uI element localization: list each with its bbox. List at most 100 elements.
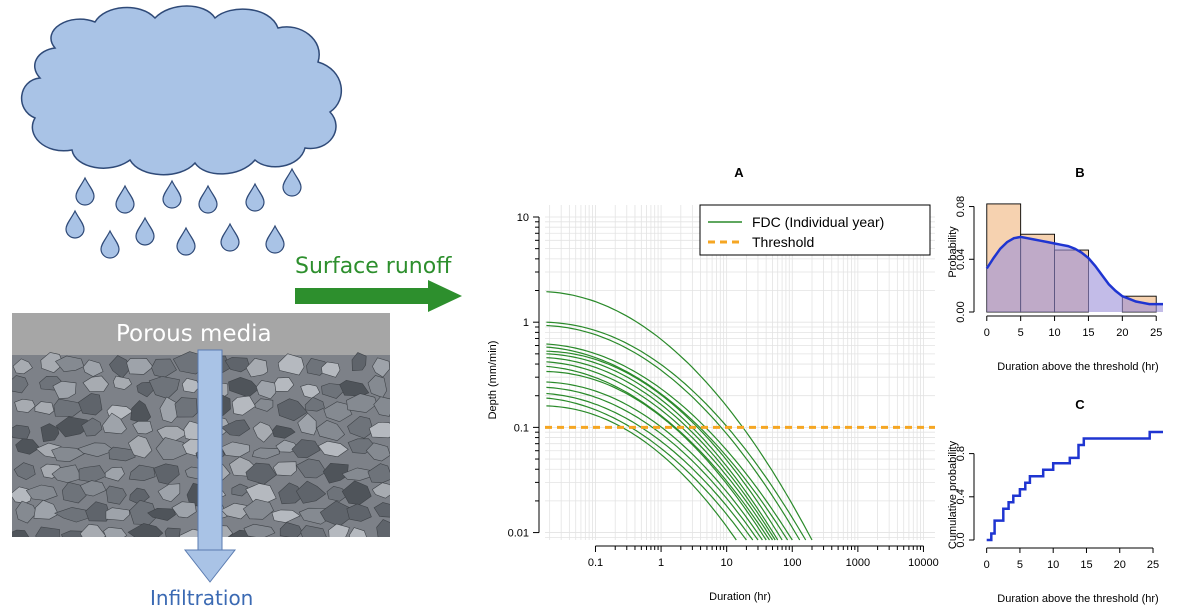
y-tick-label: 0.04: [955, 249, 967, 270]
x-tick-label: 0: [984, 559, 990, 571]
chart-c-title: C: [1075, 397, 1085, 412]
gravel-stone: [245, 357, 269, 378]
fdc-line: [546, 343, 793, 541]
fdc-line: [546, 386, 759, 541]
gravel-stone: [326, 485, 349, 502]
y-tick-label: 0.8: [955, 446, 967, 461]
gravel-stone: [231, 483, 249, 497]
surface-runoff-arrow-icon: [295, 280, 462, 312]
raindrop-icon: [75, 176, 95, 206]
gravel-stone: [51, 446, 86, 463]
legend: FDC (Individual year) Threshold: [699, 204, 931, 256]
x-tick-label: 15: [1080, 559, 1092, 571]
gravel-stone: [112, 375, 132, 390]
gravel-stone: [33, 499, 59, 520]
gravel-stone: [102, 412, 127, 435]
cloud-icon: [20, 5, 343, 176]
raindrop-icon: [135, 216, 155, 246]
y-tick-label: 0.08: [955, 196, 967, 217]
gravel-stone: [174, 397, 198, 418]
y-tick-label: 0.1: [514, 422, 529, 434]
gravel-stone: [271, 509, 301, 523]
gravel-stone: [128, 464, 156, 482]
gravel-stone: [271, 425, 296, 439]
gravel-stone: [79, 480, 107, 497]
y-tick-label: 10: [517, 212, 529, 224]
gravel-stone: [61, 481, 87, 504]
gravel-stone: [12, 358, 33, 375]
x-tick-label: 10: [1048, 327, 1060, 339]
gravel-stone: [15, 438, 41, 455]
gravel-stone: [322, 462, 349, 484]
fdc-line: [546, 392, 754, 541]
chart-c: 0 5 10 15 20 25 0.0 0.4 0.8 C Duration above the t…: [947, 397, 1163, 605]
x-tick-label: 100: [783, 557, 801, 569]
gravel-stone: [14, 398, 36, 413]
gravel-image: [0, 351, 470, 557]
gravel-stone: [155, 437, 189, 461]
x-tick-label: 15: [1082, 327, 1094, 339]
density-area: [986, 236, 1163, 312]
gravel-stone: [277, 398, 308, 422]
fdc-line: [546, 370, 767, 541]
gravel-stone: [25, 484, 58, 501]
gravel-stone: [81, 417, 103, 437]
infiltration-arrow-icon: [183, 349, 237, 583]
fdc-line: [546, 324, 801, 541]
gravel-stone: [104, 466, 125, 482]
gravel-stone: [181, 377, 200, 394]
gravel-stone: [128, 435, 153, 459]
gravel-stone: [372, 357, 390, 378]
x-tick-label: 5: [1017, 559, 1023, 571]
raindrop-icon: [220, 222, 240, 252]
gravel-stone: [317, 440, 349, 458]
porous-media-label: Porous media: [116, 321, 272, 347]
gravel-stone: [82, 359, 104, 377]
chart-b: 0 5 10 15 20 25 0.00 0.04 0.08 B Duration above th…: [947, 165, 1163, 373]
gravel-stone: [351, 352, 367, 372]
gravel-stone: [55, 355, 85, 373]
legend-box: [699, 204, 931, 256]
gravel-stone: [52, 380, 77, 399]
x-tick-label: 10: [1047, 559, 1059, 571]
gravel-stone: [321, 361, 341, 378]
gravel-stone: [132, 420, 153, 435]
gravel-stone: [278, 482, 304, 505]
gravel-stone: [78, 393, 103, 416]
gravel-stone: [171, 501, 197, 519]
fdc-line: [546, 321, 807, 541]
infiltration-label: Infiltration: [150, 586, 254, 610]
y-axis-label: Depth (mm/min): [487, 341, 499, 420]
raindrop-icon: [100, 229, 120, 259]
gravel-stone: [252, 421, 274, 443]
x-axis-label: Duration above the threshold (hr): [997, 361, 1158, 373]
x-axis-label: Duration (hr): [709, 591, 771, 603]
x-tick-label: 10: [721, 557, 733, 569]
gravel-stone: [105, 507, 130, 521]
gravel-stone: [274, 377, 295, 392]
x-tick-label: 1000: [846, 557, 870, 569]
raindrop-icon: [65, 209, 85, 239]
fdc-line: [546, 291, 813, 541]
raindrop-icon: [245, 182, 265, 212]
fdc-line: [546, 405, 737, 541]
fdc-line: [546, 361, 773, 541]
y-tick-label: 1: [523, 317, 529, 329]
x-tick-label: 20: [1114, 559, 1126, 571]
gravel-stone: [295, 458, 327, 479]
gravel-stone: [242, 498, 274, 520]
gravel-stone: [272, 461, 297, 477]
x-tick-label: 20: [1116, 327, 1128, 339]
fdc-line: [546, 350, 783, 541]
gravel-stone: [316, 420, 346, 442]
raindrop-icon: [176, 226, 196, 256]
raindrop-icon: [115, 184, 135, 214]
gravel-stone: [231, 395, 256, 416]
x-tick-label: 10000: [908, 557, 939, 569]
runoff-illustration: [0, 5, 470, 583]
gravel-stone: [365, 442, 391, 462]
gravel-stone: [304, 396, 325, 412]
gravel-stone: [51, 464, 83, 484]
raindrop-icon: [198, 184, 218, 214]
gravel-stone: [346, 503, 372, 522]
